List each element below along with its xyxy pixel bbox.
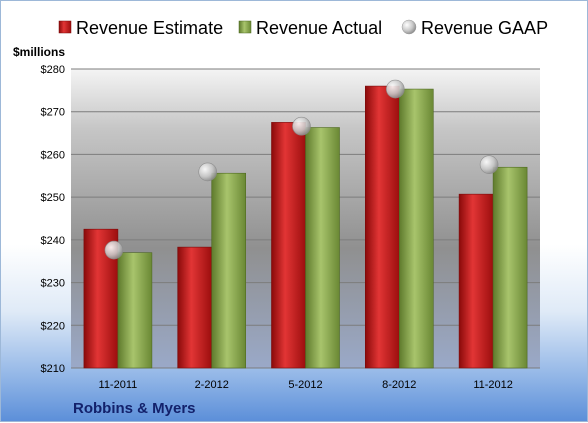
gaap-markers <box>104 79 499 260</box>
bar-revenue-actual <box>117 252 153 369</box>
x-axis: 11-2011 2-2012 5-2012 8-2012 11-2012 <box>99 379 513 391</box>
bars <box>83 85 528 369</box>
legend-label-revenue-actual: Revenue Actual <box>256 18 382 38</box>
y-tick-label: $210 <box>41 363 65 375</box>
y-tick-label: $270 <box>41 107 65 119</box>
marker-revenue-gaap <box>104 240 124 260</box>
bar-revenue-estimate <box>271 122 306 369</box>
bar-revenue-estimate <box>177 246 212 369</box>
marker-revenue-gaap <box>479 155 499 174</box>
y-tick-label: $250 <box>41 192 65 204</box>
y-axis: $210 $220 $230 $240 $250 $260 $270 $280 <box>41 64 65 375</box>
legend-swatch-revenue-estimate <box>58 20 72 34</box>
y-tick-label: $230 <box>41 278 65 290</box>
bar-revenue-actual <box>211 172 246 369</box>
bar-revenue-estimate <box>364 85 400 369</box>
x-tick-label: 11-2011 <box>99 379 138 391</box>
bar-revenue-actual <box>305 127 340 369</box>
marker-revenue-gaap <box>292 116 311 136</box>
legend-label-revenue-gaap: Revenue GAAP <box>421 18 548 38</box>
x-tick-label: 2-2012 <box>195 379 229 391</box>
x-tick-label: 5-2012 <box>288 379 322 391</box>
y-tick-label: $240 <box>41 235 65 247</box>
y-tick-label: $280 <box>41 64 65 76</box>
marker-revenue-gaap <box>198 162 217 182</box>
x-tick-label: 8-2012 <box>382 379 416 391</box>
legend-marker-revenue-gaap <box>401 19 417 35</box>
legend-label-revenue-estimate: Revenue Estimate <box>76 18 223 38</box>
legend-swatch-revenue-actual <box>238 20 252 34</box>
x-tick-label: 11-2012 <box>473 379 513 391</box>
company-name: Robbins & Myers <box>73 400 196 417</box>
bar-revenue-actual <box>492 166 528 369</box>
legend: Revenue Estimate Revenue Actual Revenue … <box>58 18 548 38</box>
marker-revenue-gaap <box>385 79 405 99</box>
y-unit-label: $millions <box>13 45 65 59</box>
bar-revenue-estimate <box>458 193 494 369</box>
y-tick-label: $220 <box>41 320 65 332</box>
y-tick-label: $260 <box>41 149 65 161</box>
bar-revenue-actual <box>398 88 434 369</box>
